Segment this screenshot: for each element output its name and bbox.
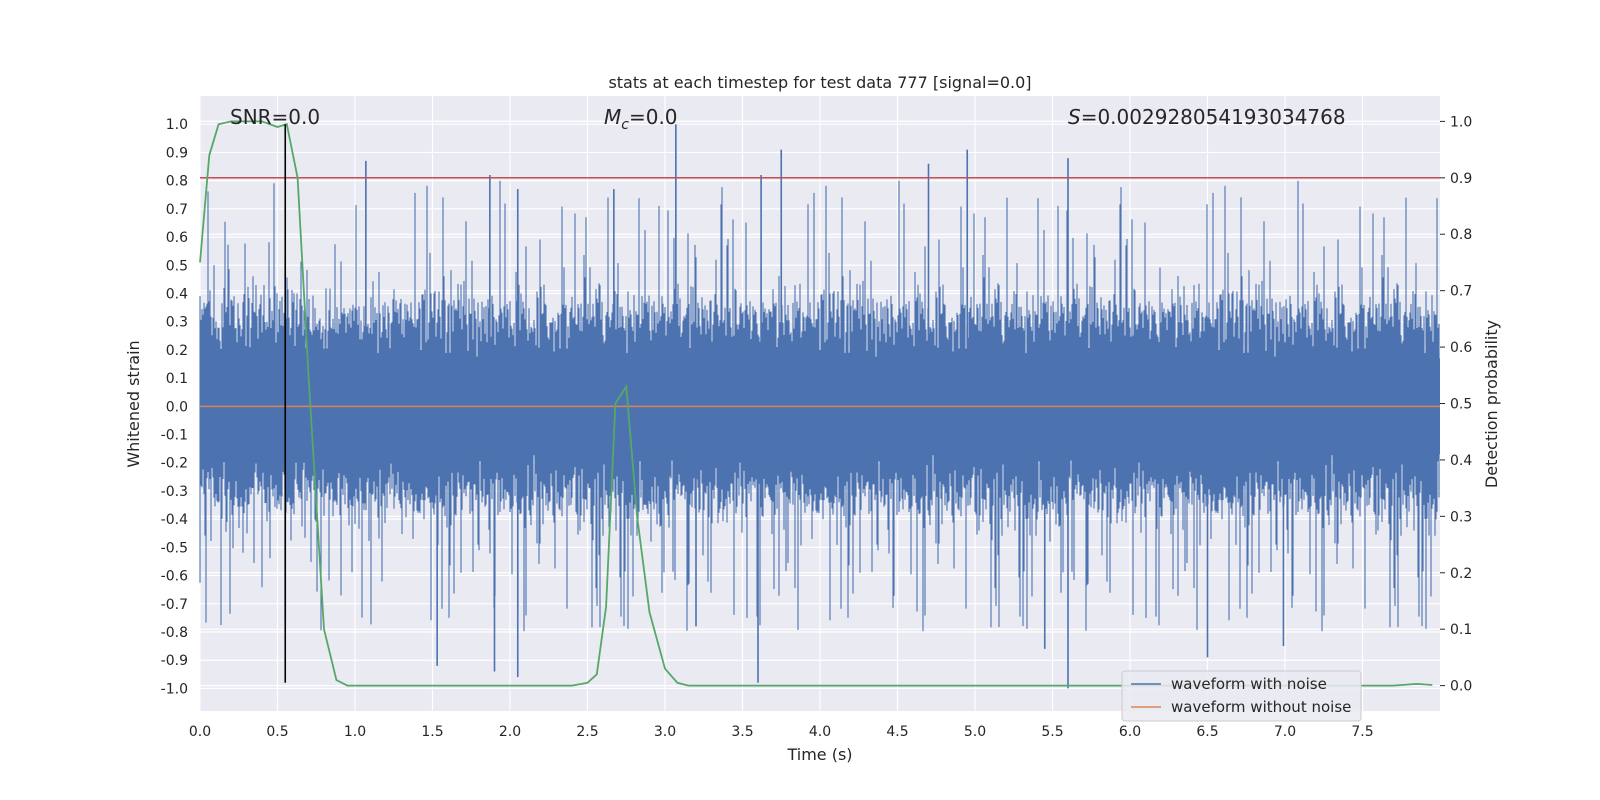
y2-tick-label: 0.9: [1450, 171, 1472, 187]
y-tick-label: 0.5: [166, 258, 188, 274]
y2-tick-label: 0.6: [1450, 340, 1472, 356]
y-axis-label: Whitened strain: [124, 340, 143, 467]
y-tick-label: 0.8: [166, 174, 188, 190]
overlay-lines: [199, 120, 1440, 687]
legend: waveform with noise waveform without noi…: [1121, 670, 1362, 722]
y2-tick-label: 0.0: [1450, 679, 1472, 695]
y-tick-label: 0.3: [166, 315, 188, 331]
x-tick-label: 6.0: [1119, 724, 1141, 740]
chirp-mass-annotation: Mc=0.0: [604, 105, 678, 133]
x-tick-label: 0.5: [266, 724, 288, 740]
x-tick-label: 7.0: [1274, 724, 1296, 740]
y-tick-label: -0.3: [161, 484, 188, 500]
x-tick-label: 1.5: [421, 724, 443, 740]
y-tick-label: -0.1: [161, 428, 188, 444]
y-tick-label: -0.5: [161, 540, 188, 556]
legend-label-noise: waveform with noise: [1171, 675, 1327, 693]
y-tick-label: -0.8: [161, 625, 188, 641]
y-tick-label: -1.0: [161, 681, 188, 697]
y-tick-label: -0.2: [161, 456, 188, 472]
y-tick-label: 0.2: [166, 343, 188, 359]
y-tick-label: -0.4: [161, 512, 188, 528]
x-tick-label: 5.5: [1041, 724, 1063, 740]
y2-tick-label: 0.3: [1450, 509, 1472, 525]
x-tick-label: 2.5: [576, 724, 598, 740]
x-axis-ticks: 0.0 0.5 1.0 1.5 2.0 2.5 3.0 3.5 4.0 4.5 5.0 5.5 6.0 6…: [189, 724, 1374, 740]
y-tick-label: 1.0: [166, 117, 188, 133]
s-annotation: S=0.002928054193034768: [1068, 105, 1346, 129]
y2-axis-label: Detection probability: [1482, 320, 1501, 488]
y-tick-label: -0.6: [161, 569, 188, 585]
y2-tick-label: 0.4: [1450, 453, 1472, 469]
legend-box: [1121, 670, 1362, 722]
y2-tick-label: 0.2: [1450, 566, 1472, 582]
y2-tick-label: 1.0: [1450, 114, 1472, 130]
y-tick-label: 0.6: [166, 230, 188, 246]
y2-tick-label: 0.8: [1450, 227, 1472, 243]
snr-annotation: SNR=0.0: [230, 105, 320, 129]
y-tick-label: 0.0: [166, 399, 188, 415]
x-tick-label: 3.0: [654, 724, 676, 740]
x-tick-label: 3.5: [731, 724, 753, 740]
x-tick-label: 5.0: [964, 724, 986, 740]
x-tick-label: 2.0: [499, 724, 521, 740]
y-tick-label: 0.1: [166, 371, 188, 387]
y2-tick-label: 0.7: [1450, 284, 1472, 300]
y2-tick-label: 0.5: [1450, 397, 1472, 413]
x-tick-label: 1.0: [344, 724, 366, 740]
x-axis-label: Time (s): [786, 745, 852, 764]
y-tick-label: 0.7: [166, 202, 188, 218]
x-tick-label: 6.5: [1196, 724, 1218, 740]
y-axis-ticks: 1.0 0.9 0.8 0.7 0.6 0.5 0.4 0.3 0.2 0.1 0.0 -0.1 -0.…: [161, 117, 188, 697]
x-tick-label: 4.5: [886, 724, 908, 740]
x-tick-label: 7.5: [1351, 724, 1373, 740]
x-tick-label: 0.0: [189, 724, 211, 740]
y2-tick-label: 0.1: [1450, 622, 1472, 638]
chart-title: stats at each timestep for test data 777…: [608, 73, 1031, 92]
y-tick-label: -0.9: [161, 653, 188, 669]
y2-axis-ticks: 1.0 0.9 0.8 0.7 0.6 0.5 0.4 0.3 0.2 0.1 0.0: [1440, 114, 1472, 695]
y-tick-label: -0.7: [161, 597, 188, 613]
y-tick-label: 0.9: [166, 145, 188, 161]
x-tick-label: 4.0: [809, 724, 831, 740]
y-tick-label: 0.4: [166, 286, 188, 302]
detection-probability-line: [199, 120, 1433, 687]
legend-label-clean: waveform without noise: [1171, 698, 1351, 716]
